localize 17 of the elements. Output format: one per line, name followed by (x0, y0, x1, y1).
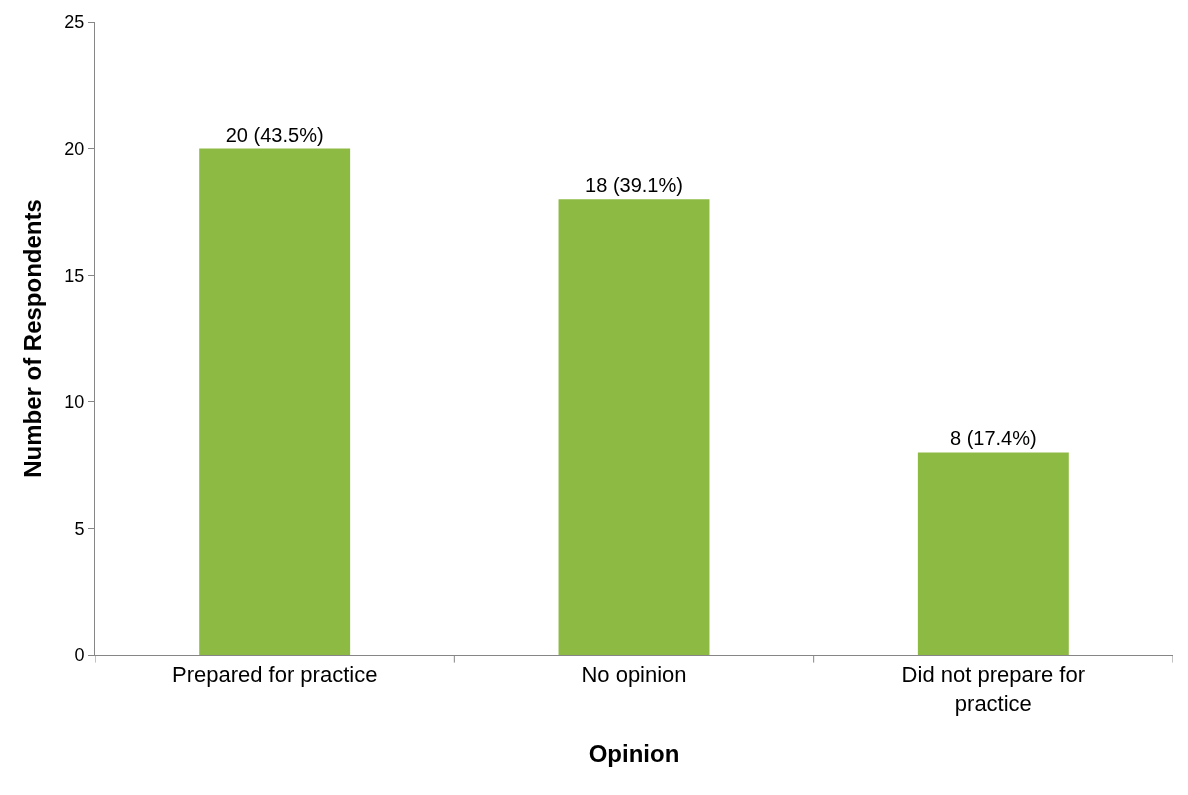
bar (199, 148, 351, 655)
data-label: 20 (43.5%) (225, 123, 324, 146)
y-tick-label: 15 (64, 265, 85, 286)
x-axis-title: Opinion (588, 740, 680, 768)
y-tick-label: 10 (64, 392, 85, 413)
x-tick-label: Did not prepare for practice (901, 662, 1086, 716)
y-axis-title: Number of Respondents (19, 199, 47, 478)
x-tick-label: Prepared for practice (171, 662, 378, 688)
y-tick-label: 20 (64, 138, 85, 159)
y-tick-label: 5 (74, 518, 85, 539)
bar (917, 452, 1069, 655)
data-label: 18 (39.1%) (585, 174, 683, 197)
bar (558, 199, 710, 655)
y-tick-label: 25 (64, 12, 85, 33)
data-label: 8 (17.4%) (949, 427, 1037, 450)
y-tick-label: 0 (74, 645, 85, 666)
x-tick-label: No opinion (581, 662, 687, 688)
